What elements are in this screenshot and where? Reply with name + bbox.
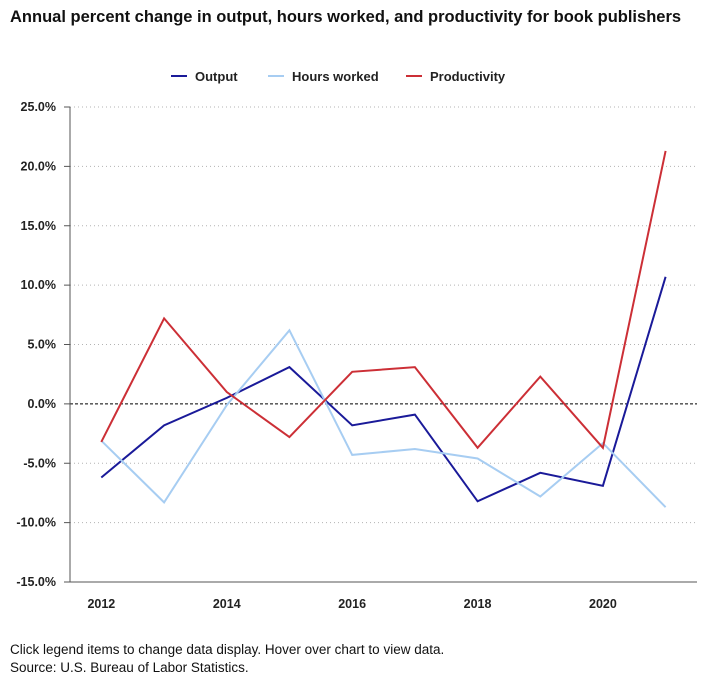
legend-swatch-hours-worked <box>268 75 284 77</box>
legend-label-productivity: Productivity <box>430 68 506 84</box>
legend-item-productivity[interactable]: Productivity <box>406 66 505 86</box>
x-tick-label: 2014 <box>213 597 241 611</box>
data-point-productivity[interactable] <box>661 146 671 156</box>
data-point-hours-worked[interactable] <box>222 400 232 410</box>
data-point-output[interactable] <box>347 420 357 430</box>
data-point-hours-worked[interactable] <box>159 497 169 507</box>
y-tick-label: 10.0% <box>21 278 56 292</box>
x-tick-label: 2018 <box>464 597 492 611</box>
data-point-output[interactable] <box>410 410 420 420</box>
x-tick-label: 2012 <box>87 597 115 611</box>
chart-legend: Output Hours worked Productivity <box>0 66 706 86</box>
data-point-hours-worked[interactable] <box>473 454 483 464</box>
y-tick-label: 15.0% <box>21 219 56 233</box>
data-point-productivity[interactable] <box>410 362 420 372</box>
data-point-hours-worked[interactable] <box>535 492 545 502</box>
data-point-output[interactable] <box>535 468 545 478</box>
chart-source: Source: U.S. Bureau of Labor Statistics. <box>10 660 249 675</box>
legend-label-hours-worked: Hours worked <box>292 68 379 84</box>
y-tick-label: 0.0% <box>28 397 57 411</box>
legend-label-output: Output <box>195 68 238 84</box>
data-point-output[interactable] <box>661 272 671 282</box>
y-tick-label: -5.0% <box>23 456 56 470</box>
legend-item-hours-worked[interactable]: Hours worked <box>268 66 379 86</box>
data-point-productivity[interactable] <box>598 443 608 453</box>
series-line-productivity[interactable] <box>100 150 667 450</box>
data-point-productivity[interactable] <box>222 387 232 397</box>
y-tick-label: 5.0% <box>28 338 57 352</box>
y-tick-label: 25.0% <box>21 100 56 114</box>
legend-swatch-productivity <box>406 75 422 77</box>
data-point-output[interactable] <box>284 362 294 372</box>
data-point-productivity[interactable] <box>347 367 357 377</box>
x-tick-label: 2020 <box>589 597 617 611</box>
y-tick-label: -10.0% <box>16 516 56 530</box>
y-tick-label: -15.0% <box>16 575 56 589</box>
data-point-hours-worked[interactable] <box>284 325 294 335</box>
data-point-productivity[interactable] <box>159 313 169 323</box>
series-line-output[interactable] <box>100 276 667 503</box>
data-point-hours-worked[interactable] <box>347 450 357 460</box>
chart-instructions: Click legend items to change data displa… <box>10 642 445 657</box>
data-point-productivity[interactable] <box>96 437 106 447</box>
series-line-hours-worked[interactable] <box>100 328 667 508</box>
chart-title: Annual percent change in output, hours w… <box>10 8 682 26</box>
data-point-output[interactable] <box>159 420 169 430</box>
data-point-productivity[interactable] <box>284 432 294 442</box>
legend-swatch-output <box>171 75 187 77</box>
data-point-hours-worked[interactable] <box>661 502 671 512</box>
legend-item-output[interactable]: Output <box>171 66 238 86</box>
data-point-output[interactable] <box>96 473 106 483</box>
data-point-hours-worked[interactable] <box>410 444 420 454</box>
x-tick-label: 2016 <box>338 597 366 611</box>
data-point-productivity[interactable] <box>535 372 545 382</box>
data-point-output[interactable] <box>473 496 483 506</box>
chart-notes: Click legend items to change data displa… <box>10 641 444 677</box>
y-tick-label: 20.0% <box>21 159 56 173</box>
data-point-productivity[interactable] <box>473 443 483 453</box>
data-point-output[interactable] <box>598 481 608 491</box>
